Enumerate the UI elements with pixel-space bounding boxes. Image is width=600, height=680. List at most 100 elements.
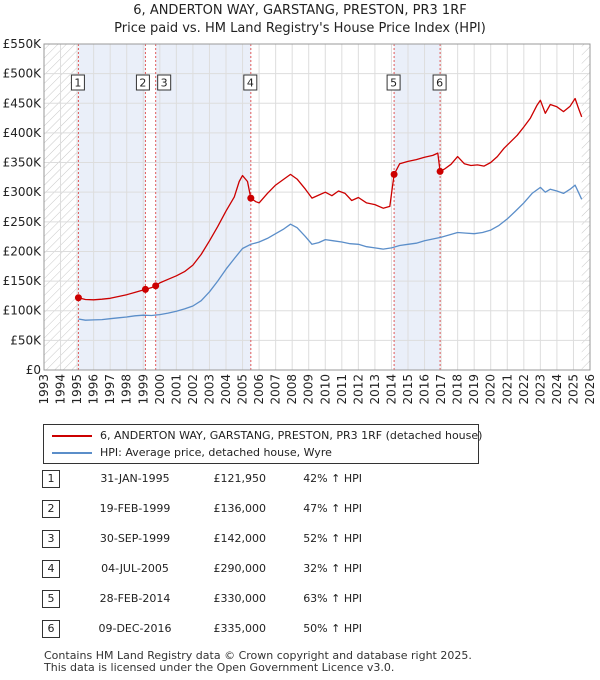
x-tick-label: 2001 (169, 374, 183, 405)
footer-copyright: Contains HM Land Registry data © Crown c… (44, 649, 472, 662)
sale-price: £121,950 (213, 472, 267, 485)
x-tick-label: 2025 (566, 374, 580, 405)
chart-legend: 6, ANDERTON WAY, GARSTANG, PRESTON, PR3 … (43, 424, 482, 464)
y-tick-label: £250K (3, 215, 43, 229)
x-tick-label: 2000 (153, 374, 167, 405)
x-tick-label: 2026 (583, 374, 597, 405)
x-tick-label: 2021 (500, 374, 514, 405)
sale-price: £142,000 (213, 532, 267, 545)
x-tick-label: 2003 (202, 374, 216, 405)
sale-hpi-change: 42% ↑ HPI (303, 472, 362, 485)
footer-licence: This data is licensed under the Open Gov… (44, 661, 395, 674)
plot-frame (43, 43, 591, 371)
x-tick-label: 2016 (418, 374, 432, 405)
sale-number: 1 (42, 470, 60, 488)
series-line-property (78, 97, 583, 301)
sale-price: £335,000 (213, 622, 267, 635)
sale-price: £330,000 (213, 592, 267, 605)
x-tick-label: 2020 (484, 374, 498, 405)
sale-number: 4 (42, 560, 60, 578)
sale-marker-label: 3 (161, 77, 168, 90)
sale-marker-box (386, 74, 401, 91)
sale-hpi-change: 50% ↑ HPI (303, 622, 362, 635)
x-tick-label: 2010 (318, 374, 332, 405)
x-tick-label: 2011 (335, 374, 349, 405)
sale-marker-box (70, 74, 85, 91)
sale-marker-label: 5 (390, 77, 397, 90)
footer: Contains HM Land Registry data © Crown c… (44, 650, 472, 674)
y-tick-label: £50K (10, 333, 42, 347)
y-tick-label: £400K (3, 126, 43, 140)
y-tick-label: £350K (3, 156, 43, 170)
sale-marker-label: 4 (247, 77, 254, 90)
x-tick-label: 1999 (136, 374, 150, 405)
sale-date: 09-DEC-2016 (98, 622, 172, 635)
x-tick-label: 2006 (252, 374, 266, 405)
x-tick-label: 2004 (219, 374, 233, 405)
y-tick-label: £200K (3, 244, 43, 258)
sale-row: 4 04-JUL-2005 £290,000 32% ↑ HPI (0, 560, 600, 580)
x-tick-label: 2012 (351, 374, 365, 405)
sale-price: £136,000 (213, 502, 267, 515)
sale-hpi-change: 32% ↑ HPI (303, 562, 362, 575)
x-tick-label: 2019 (467, 374, 481, 405)
x-tick-label: 1998 (120, 374, 134, 405)
y-tick-label: £100K (3, 304, 43, 318)
x-tick-label: 2013 (368, 374, 382, 405)
y-tick-label: £0 (26, 363, 41, 377)
sale-period-band (155, 44, 251, 370)
sale-point (436, 167, 444, 175)
sale-hpi-change: 52% ↑ HPI (303, 532, 362, 545)
sale-period-band (394, 44, 441, 370)
sale-row: 6 09-DEC-2016 £335,000 50% ↑ HPI (0, 620, 600, 640)
x-tick-label: 1993 (37, 374, 51, 405)
sale-point (152, 282, 160, 290)
sale-point (74, 294, 82, 302)
sale-point (390, 170, 398, 178)
sale-date: 04-JUL-2005 (101, 562, 169, 575)
x-tick-label: 1994 (54, 374, 68, 405)
sale-marker-box (157, 74, 172, 91)
x-tick-label: 2023 (533, 374, 547, 405)
title-line-1: 6, ANDERTON WAY, GARSTANG, PRESTON, PR3 … (133, 3, 467, 18)
sale-row: 1 31-JAN-1995 £121,950 42% ↑ HPI (0, 470, 600, 490)
title-line-2: Price paid vs. HM Land Registry's House … (114, 21, 486, 36)
x-tick-label: 2002 (186, 374, 200, 405)
chart-title: 6, ANDERTON WAY, GARSTANG, PRESTON, PR3 … (0, 2, 600, 38)
sale-date: 28-FEB-2014 (99, 592, 171, 605)
legend-label-hpi: HPI: Average price, detached house, Wyre (100, 446, 332, 459)
y-tick-label: £300K (3, 185, 43, 199)
sale-number: 5 (42, 590, 60, 608)
sale-marker-label: 6 (436, 77, 443, 90)
x-tick-label: 1997 (103, 374, 117, 405)
legend-swatch-hpi (52, 452, 92, 454)
sale-row: 5 28-FEB-2014 £330,000 63% ↑ HPI (0, 590, 600, 610)
x-tick-label: 2009 (302, 374, 316, 405)
x-tick-label: 2015 (401, 374, 415, 405)
sale-date: 19-FEB-1999 (99, 502, 171, 515)
sale-number: 6 (42, 620, 60, 638)
x-tick-label: 2017 (434, 374, 448, 405)
sale-hpi-change: 47% ↑ HPI (303, 502, 362, 515)
sale-row: 2 19-FEB-1999 £136,000 47% ↑ HPI (0, 500, 600, 520)
x-tick-label: 2005 (236, 374, 250, 405)
sale-marker-label: 2 (139, 77, 146, 90)
sale-marker-label: 1 (74, 77, 81, 90)
sale-point (247, 194, 255, 202)
y-tick-label: £150K (3, 274, 43, 288)
legend-item-property: 6, ANDERTON WAY, GARSTANG, PRESTON, PR3 … (44, 427, 482, 445)
x-tick-label: 2014 (384, 374, 398, 405)
x-tick-label: 2022 (517, 374, 531, 405)
sale-date: 30-SEP-1999 (99, 532, 171, 545)
legend-item-hpi: HPI: Average price, detached house, Wyre (44, 444, 478, 462)
sale-marker-box (432, 74, 447, 91)
y-tick-label: £550K (3, 37, 43, 51)
legend-label-property: 6, ANDERTON WAY, GARSTANG, PRESTON, PR3 … (100, 429, 483, 442)
legend-swatch-property (52, 435, 92, 437)
sale-number: 2 (42, 500, 60, 518)
x-tick-label: 2018 (451, 374, 465, 405)
no-data-region-right (581, 44, 590, 370)
y-tick-label: £450K (3, 96, 43, 110)
no-data-region-left (44, 44, 79, 370)
x-tick-label: 2007 (269, 374, 283, 405)
